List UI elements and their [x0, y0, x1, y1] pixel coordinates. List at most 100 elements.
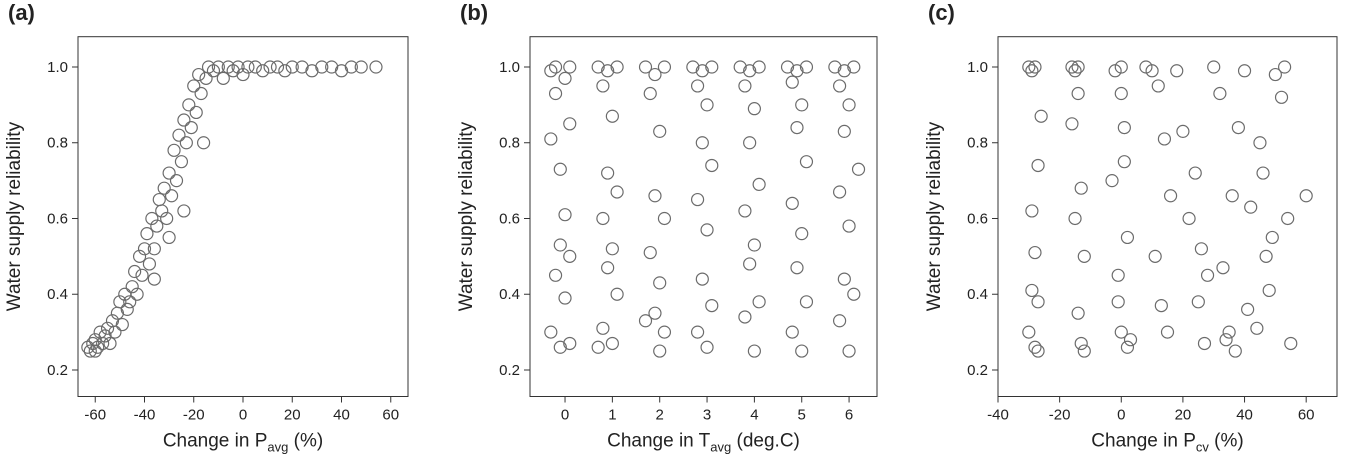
- x-tick-label: 3: [703, 407, 711, 424]
- point: [833, 314, 847, 328]
- point: [140, 227, 154, 241]
- y-tick-label: 1.0: [499, 59, 520, 76]
- point: [1031, 295, 1045, 309]
- point: [1114, 86, 1128, 101]
- point: [799, 295, 814, 309]
- point: [1111, 295, 1125, 309]
- point: [1025, 204, 1039, 218]
- point: [596, 79, 610, 93]
- point: [1148, 249, 1162, 263]
- panel: (c) -40 -20 0 20 40 60 0.2 0.4 0.6 0.8 1.0 Change in…: [924, 0, 1338, 455]
- point: [1028, 245, 1042, 260]
- point: [91, 340, 105, 354]
- point: [591, 60, 605, 74]
- x-tick-label: 40: [1236, 407, 1253, 424]
- point: [548, 268, 563, 282]
- point: [638, 60, 653, 74]
- point: [1077, 344, 1091, 358]
- y-axis-title: Water supply reliability: [4, 121, 25, 311]
- point: [605, 109, 619, 123]
- point: [263, 60, 277, 74]
- point: [189, 105, 203, 120]
- x-tick-label: -40: [987, 407, 1009, 424]
- point: [700, 223, 714, 237]
- point: [1068, 64, 1082, 78]
- point: [648, 306, 662, 320]
- point: [690, 79, 705, 93]
- point: [1114, 325, 1128, 339]
- point: [752, 60, 766, 74]
- point: [1117, 120, 1131, 135]
- point: [695, 64, 709, 78]
- point: [1114, 60, 1128, 74]
- x-tick-label: 60: [382, 407, 399, 424]
- x-axis-title-main: Change in T: [607, 431, 711, 452]
- x-tick-label: 0: [561, 407, 569, 424]
- point: [847, 287, 861, 301]
- point: [1262, 283, 1276, 298]
- point: [596, 211, 610, 226]
- x-tick-label: 20: [1175, 407, 1192, 424]
- y-tick-label: 1.0: [47, 59, 68, 76]
- y-tick-label: 0.4: [499, 286, 520, 303]
- point: [221, 60, 235, 74]
- point: [690, 325, 705, 339]
- point: [1259, 249, 1273, 263]
- point: [135, 268, 149, 282]
- point: [700, 340, 714, 354]
- point: [799, 60, 814, 74]
- point: [172, 128, 186, 142]
- point: [563, 60, 577, 74]
- point: [1065, 60, 1079, 74]
- point: [150, 219, 164, 233]
- point: [657, 325, 672, 339]
- point: [1191, 295, 1205, 309]
- point: [231, 60, 245, 74]
- point: [544, 64, 558, 78]
- point: [1265, 230, 1279, 245]
- point: [194, 86, 208, 101]
- point: [1074, 181, 1088, 195]
- point: [747, 344, 761, 358]
- panel: (b) 0 1 2 3 4 5 6 0.2 0.4 0.6 0.8 1.0 Change in Tavg …: [456, 0, 878, 455]
- point: [1157, 132, 1172, 146]
- x-axis-title-suffix: (%): [1209, 431, 1244, 452]
- point: [743, 64, 757, 78]
- point: [108, 325, 122, 339]
- point: [256, 64, 270, 78]
- point: [174, 155, 189, 169]
- point: [285, 60, 299, 74]
- point: [155, 204, 169, 218]
- point: [1188, 166, 1202, 180]
- point: [752, 295, 766, 309]
- point: [686, 60, 700, 74]
- point: [1160, 325, 1175, 339]
- point: [236, 67, 250, 82]
- x-axis-title-sub: cv: [1196, 440, 1210, 455]
- point: [86, 336, 100, 351]
- point: [160, 211, 174, 226]
- point: [1182, 211, 1196, 226]
- point: [1225, 189, 1239, 203]
- y-tick-label: 0.2: [967, 362, 988, 379]
- point: [738, 310, 752, 324]
- point: [344, 60, 358, 74]
- point: [1176, 124, 1190, 138]
- point: [1274, 90, 1289, 104]
- x-axis-title: Change in Pavg (%): [163, 431, 323, 455]
- point: [553, 340, 567, 354]
- x-tick-label: 60: [1298, 407, 1315, 424]
- point: [128, 264, 142, 279]
- point: [201, 60, 216, 74]
- point: [605, 242, 619, 256]
- point: [833, 185, 847, 199]
- point: [785, 325, 799, 339]
- point: [137, 242, 152, 256]
- point: [1117, 155, 1131, 169]
- point: [1065, 117, 1079, 131]
- plot-frame: [997, 36, 1338, 397]
- point: [643, 245, 657, 260]
- point: [695, 136, 709, 150]
- point: [842, 219, 856, 233]
- x-tick-label: 4: [750, 407, 758, 424]
